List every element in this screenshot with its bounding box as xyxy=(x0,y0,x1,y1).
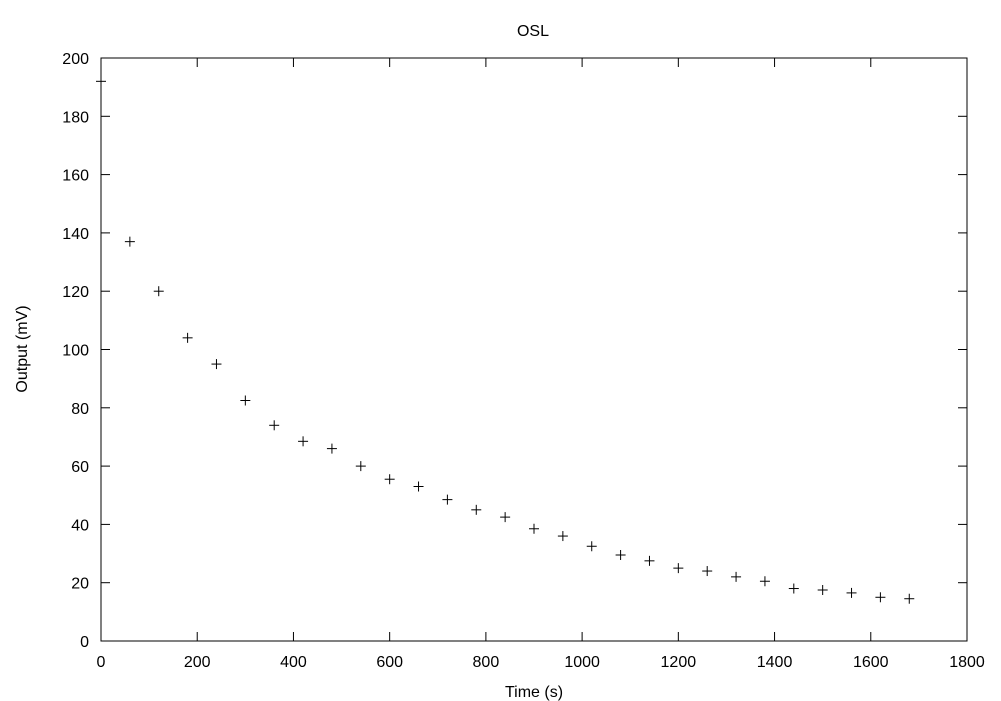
data-point-marker xyxy=(153,286,164,297)
data-point-marker xyxy=(875,592,886,603)
y-axis-label: Output (mV) xyxy=(14,305,31,392)
y-tick-label: 20 xyxy=(71,576,89,593)
y-tick-label: 60 xyxy=(71,459,89,476)
x-tick-label: 400 xyxy=(280,654,307,671)
data-point-marker xyxy=(96,76,106,87)
data-point-marker xyxy=(298,436,309,447)
y-tick-label: 160 xyxy=(62,168,89,185)
y-tick-label: 140 xyxy=(62,226,89,243)
data-point-marker xyxy=(413,481,424,492)
x-tick-label: 1400 xyxy=(757,654,793,671)
data-point-marker xyxy=(355,461,366,472)
data-point-marker xyxy=(644,555,655,566)
data-point-marker xyxy=(557,531,568,542)
y-tick-label: 0 xyxy=(80,634,89,651)
data-point-marker xyxy=(529,523,539,534)
x-axis-ticks: 0 200 400 600 800 1000 1200 1400 1600 1800 xyxy=(97,58,985,671)
data-point-marker xyxy=(846,587,857,598)
x-tick-label: 1000 xyxy=(564,654,600,671)
data-point-marker xyxy=(673,563,684,574)
data-point-marker xyxy=(211,359,222,370)
y-tick-label: 200 xyxy=(62,51,89,68)
data-point-marker xyxy=(384,474,395,485)
y-tick-label: 100 xyxy=(62,343,89,360)
x-tick-label: 200 xyxy=(184,654,211,671)
data-point-marker xyxy=(731,571,742,582)
plot-frame xyxy=(100,57,968,642)
x-tick-label: 800 xyxy=(473,654,500,671)
data-point-marker xyxy=(615,550,626,561)
x-axis-label: Time (s) xyxy=(505,684,563,701)
chart-title: OSL xyxy=(517,23,549,40)
data-point-marker xyxy=(442,494,453,505)
y-tick-label: 80 xyxy=(71,401,89,418)
y-tick-label: 40 xyxy=(71,517,89,534)
data-point-marker xyxy=(788,583,799,594)
data-point-marker xyxy=(124,236,135,247)
data-point-marker xyxy=(702,566,713,577)
data-point-marker xyxy=(817,584,828,595)
x-tick-label: 1600 xyxy=(853,654,889,671)
x-tick-label: 0 xyxy=(97,654,106,671)
data-point-marker xyxy=(182,332,193,343)
x-tick-label: 600 xyxy=(376,654,403,671)
data-point-marker xyxy=(326,443,337,454)
data-point-marker xyxy=(904,593,915,604)
data-point-marker xyxy=(471,504,482,515)
data-points xyxy=(96,76,915,604)
data-point-marker xyxy=(759,576,770,587)
x-tick-label: 1200 xyxy=(661,654,697,671)
data-point-marker xyxy=(586,541,597,552)
data-point-marker xyxy=(269,420,280,431)
x-tick-label: 1800 xyxy=(949,654,985,671)
data-point-marker xyxy=(500,512,511,523)
data-point-marker xyxy=(240,395,251,406)
y-tick-label: 120 xyxy=(62,284,89,301)
y-tick-label: 180 xyxy=(62,109,89,126)
y-axis-ticks: 0 20 40 60 80 100 120 140 160 180 200 xyxy=(62,51,967,651)
